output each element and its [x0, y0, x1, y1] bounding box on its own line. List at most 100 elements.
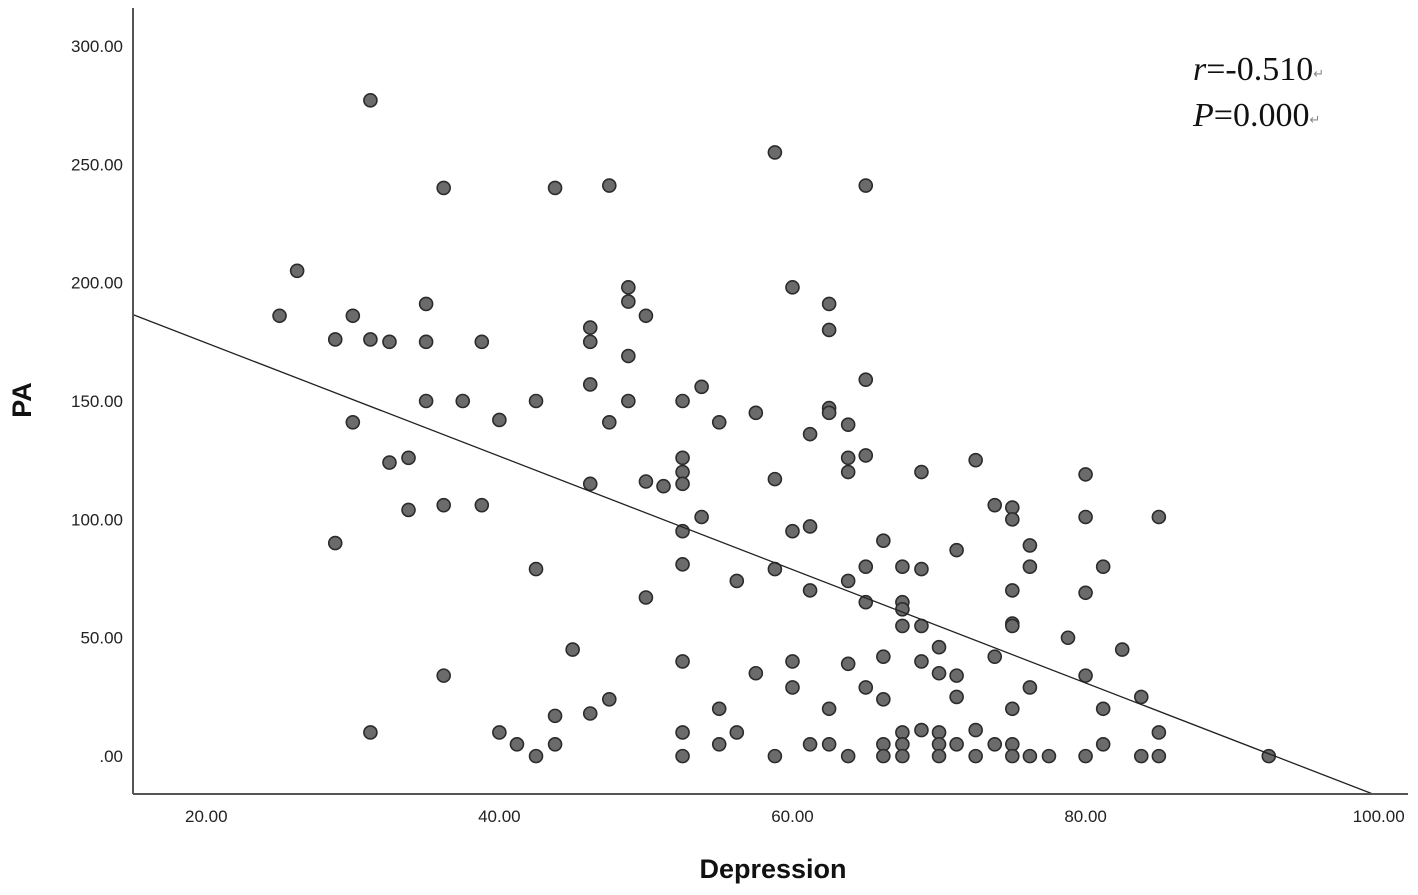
- data-point: [949, 736, 964, 752]
- data-point: [1151, 509, 1167, 525]
- data-point: [1005, 583, 1020, 598]
- data-point: [785, 280, 800, 295]
- data-point: [528, 748, 544, 764]
- data-point: [492, 725, 507, 740]
- tick-labels-layer: 20.00 40.00 60.00 80.00 100.00 .00 50.00 100.00…: [71, 37, 1405, 826]
- data-point: [547, 736, 563, 752]
- data-point: [1078, 668, 1093, 683]
- data-point: [1005, 512, 1020, 527]
- data-point: [876, 649, 891, 664]
- data-point: [1078, 509, 1093, 525]
- data-point: [858, 178, 874, 193]
- data-point: [694, 379, 709, 395]
- data-point: [840, 748, 856, 764]
- data-point: [767, 145, 783, 160]
- y-tick-label: 300.00: [71, 37, 123, 56]
- r-symbol: r: [1193, 51, 1207, 88]
- data-point: [675, 450, 690, 466]
- data-point: [876, 533, 891, 548]
- data-point: [1078, 748, 1093, 764]
- y-tick-label: 200.00: [71, 274, 123, 293]
- data-point: [601, 415, 617, 430]
- data-point: [711, 701, 727, 717]
- data-point: [436, 497, 451, 513]
- data-point: [931, 665, 947, 681]
- data-point: [895, 618, 910, 634]
- data-point: [840, 417, 856, 432]
- data-point: [821, 736, 837, 752]
- data-point: [455, 393, 471, 409]
- data-point: [729, 573, 745, 589]
- data-point: [931, 639, 947, 655]
- x-tick-label: 80.00: [1064, 807, 1107, 826]
- data-point: [821, 701, 837, 717]
- data-point: [748, 665, 764, 681]
- data-point: [949, 668, 964, 683]
- data-point: [638, 308, 654, 324]
- data-point: [1114, 642, 1130, 657]
- data-point: [785, 523, 800, 539]
- data-point: [858, 559, 874, 575]
- data-point: [949, 542, 964, 558]
- y-tick-label: 50.00: [80, 629, 123, 648]
- data-point: [601, 692, 617, 707]
- points-layer: [272, 93, 1277, 764]
- data-point: [289, 263, 305, 279]
- data-point: [582, 377, 598, 392]
- data-point: [363, 93, 378, 108]
- data-point: [418, 296, 434, 312]
- data-point: [656, 478, 671, 494]
- data-point: [1060, 630, 1076, 646]
- correlation-annotation: r=-0.510↵ P=0.000↵: [1192, 51, 1324, 134]
- data-point: [1095, 559, 1111, 575]
- x-tick-label: 20.00: [185, 807, 228, 826]
- data-point: [858, 372, 874, 387]
- data-point: [987, 649, 1003, 664]
- data-point: [1022, 680, 1038, 695]
- data-point: [565, 642, 580, 657]
- data-point: [1022, 559, 1038, 575]
- data-point: [382, 334, 397, 350]
- data-point: [436, 180, 451, 196]
- data-point: [401, 502, 416, 518]
- data-point: [547, 180, 563, 196]
- return-mark-2: ↵: [1309, 113, 1320, 128]
- data-point: [675, 476, 690, 492]
- data-point: [1041, 748, 1057, 764]
- data-point: [858, 680, 874, 695]
- data-point: [675, 393, 690, 409]
- data-point: [1078, 585, 1093, 601]
- data-point: [675, 725, 690, 740]
- data-point: [968, 748, 983, 764]
- data-point: [418, 334, 434, 350]
- data-point: [582, 476, 598, 492]
- data-point: [876, 748, 891, 764]
- y-tick-label: 150.00: [71, 392, 123, 411]
- data-point: [582, 706, 598, 721]
- data-point: [638, 474, 654, 489]
- y-tick-label: 100.00: [71, 510, 123, 529]
- y-tick-label: .00: [99, 747, 123, 766]
- p-value: =0.000: [1214, 97, 1310, 134]
- data-point: [821, 322, 837, 338]
- regression-line: [132, 313, 1374, 795]
- return-mark-1: ↵: [1313, 67, 1324, 82]
- data-point: [1005, 701, 1020, 717]
- data-point: [694, 509, 709, 525]
- data-point: [802, 583, 818, 598]
- data-point: [675, 557, 690, 572]
- data-point: [582, 320, 598, 335]
- data-point: [785, 654, 800, 669]
- data-point: [582, 334, 598, 350]
- x-tick-label: 60.00: [771, 807, 814, 826]
- data-point: [767, 748, 783, 764]
- data-point: [785, 680, 800, 695]
- data-point: [914, 722, 929, 738]
- data-point: [621, 294, 636, 309]
- data-point: [840, 450, 856, 466]
- x-tick-label: 100.00: [1353, 807, 1405, 826]
- data-point: [474, 497, 490, 513]
- axes-layer: [132, 8, 1408, 795]
- data-point: [363, 332, 378, 347]
